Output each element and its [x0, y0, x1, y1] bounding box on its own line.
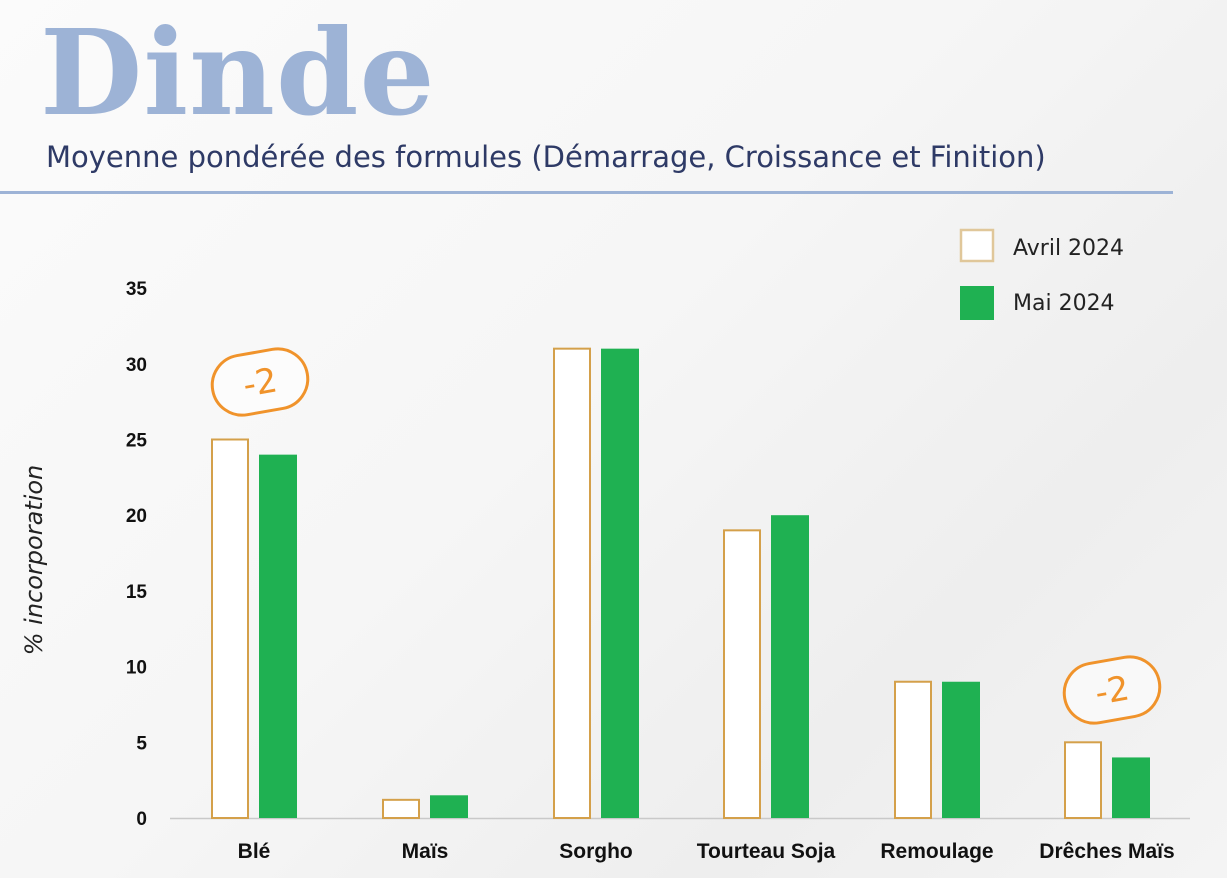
bar-mai-2024: [259, 454, 297, 818]
category-labels: Blé Maïs Sorgho Tourteau Soja Remoulage Drêch…: [238, 840, 1175, 863]
title-divider: [0, 191, 1173, 194]
y-tick-label: 5: [136, 733, 147, 754]
y-tick-label: 30: [126, 355, 147, 376]
x-category-label: Maïs: [402, 840, 449, 863]
x-category-label: Sorgho: [559, 840, 633, 863]
annotation-badge: -2: [1062, 655, 1162, 725]
y-axis-ticks: 0 5 10 15 20 25 30 35: [126, 279, 148, 830]
y-tick-label: 25: [126, 431, 148, 452]
y-tick-label: 20: [126, 506, 147, 527]
bar-mai-2024: [771, 515, 809, 818]
legend: Avril 2024 Mai 2024: [959, 228, 1124, 320]
page-subtitle: Moyenne pondérée des formules (Démarrage…: [46, 140, 1046, 174]
y-axis-label: % incorporation: [20, 465, 48, 656]
x-category-label: Drêches Maïs: [1039, 840, 1174, 863]
annotations: -2 -2: [210, 347, 1162, 725]
bar-avril-2024: [382, 798, 420, 819]
bar-avril-2024: [211, 438, 249, 819]
y-tick-label: 35: [126, 279, 148, 300]
y-tick-label: 0: [136, 809, 147, 830]
annotation-badge: -2: [210, 347, 310, 417]
x-category-label: Tourteau Soja: [697, 840, 836, 863]
bar-avril-2024: [894, 680, 932, 819]
legend-swatch-avril: [959, 228, 995, 263]
y-tick-label: 15: [126, 582, 148, 603]
annotation-text: -2: [1092, 668, 1132, 713]
legend-label-mai: Mai 2024: [1013, 291, 1115, 316]
annotation-badge-outline: [1062, 655, 1162, 725]
annotation-text: -2: [240, 360, 280, 405]
bar-mai-2024: [430, 795, 468, 818]
annotation-badge-outline: [210, 347, 310, 417]
bar-avril-2024: [723, 529, 761, 820]
bar-avril-2024: [553, 347, 591, 819]
y-axis-label-group: % incorporation: [20, 465, 48, 656]
bar-mai-2024: [1112, 757, 1150, 818]
bars: [211, 347, 1150, 820]
x-category-label: Remoulage: [880, 840, 993, 863]
y-tick-label: 10: [126, 658, 147, 679]
legend-label-avril: Avril 2024: [1013, 236, 1124, 261]
bar-mai-2024: [601, 348, 639, 818]
bar-mai-2024: [942, 681, 980, 818]
x-category-label: Blé: [238, 840, 271, 863]
legend-swatch-mai: [960, 286, 994, 320]
page-title: Dinde: [40, 3, 436, 142]
bar-avril-2024: [1064, 741, 1102, 819]
